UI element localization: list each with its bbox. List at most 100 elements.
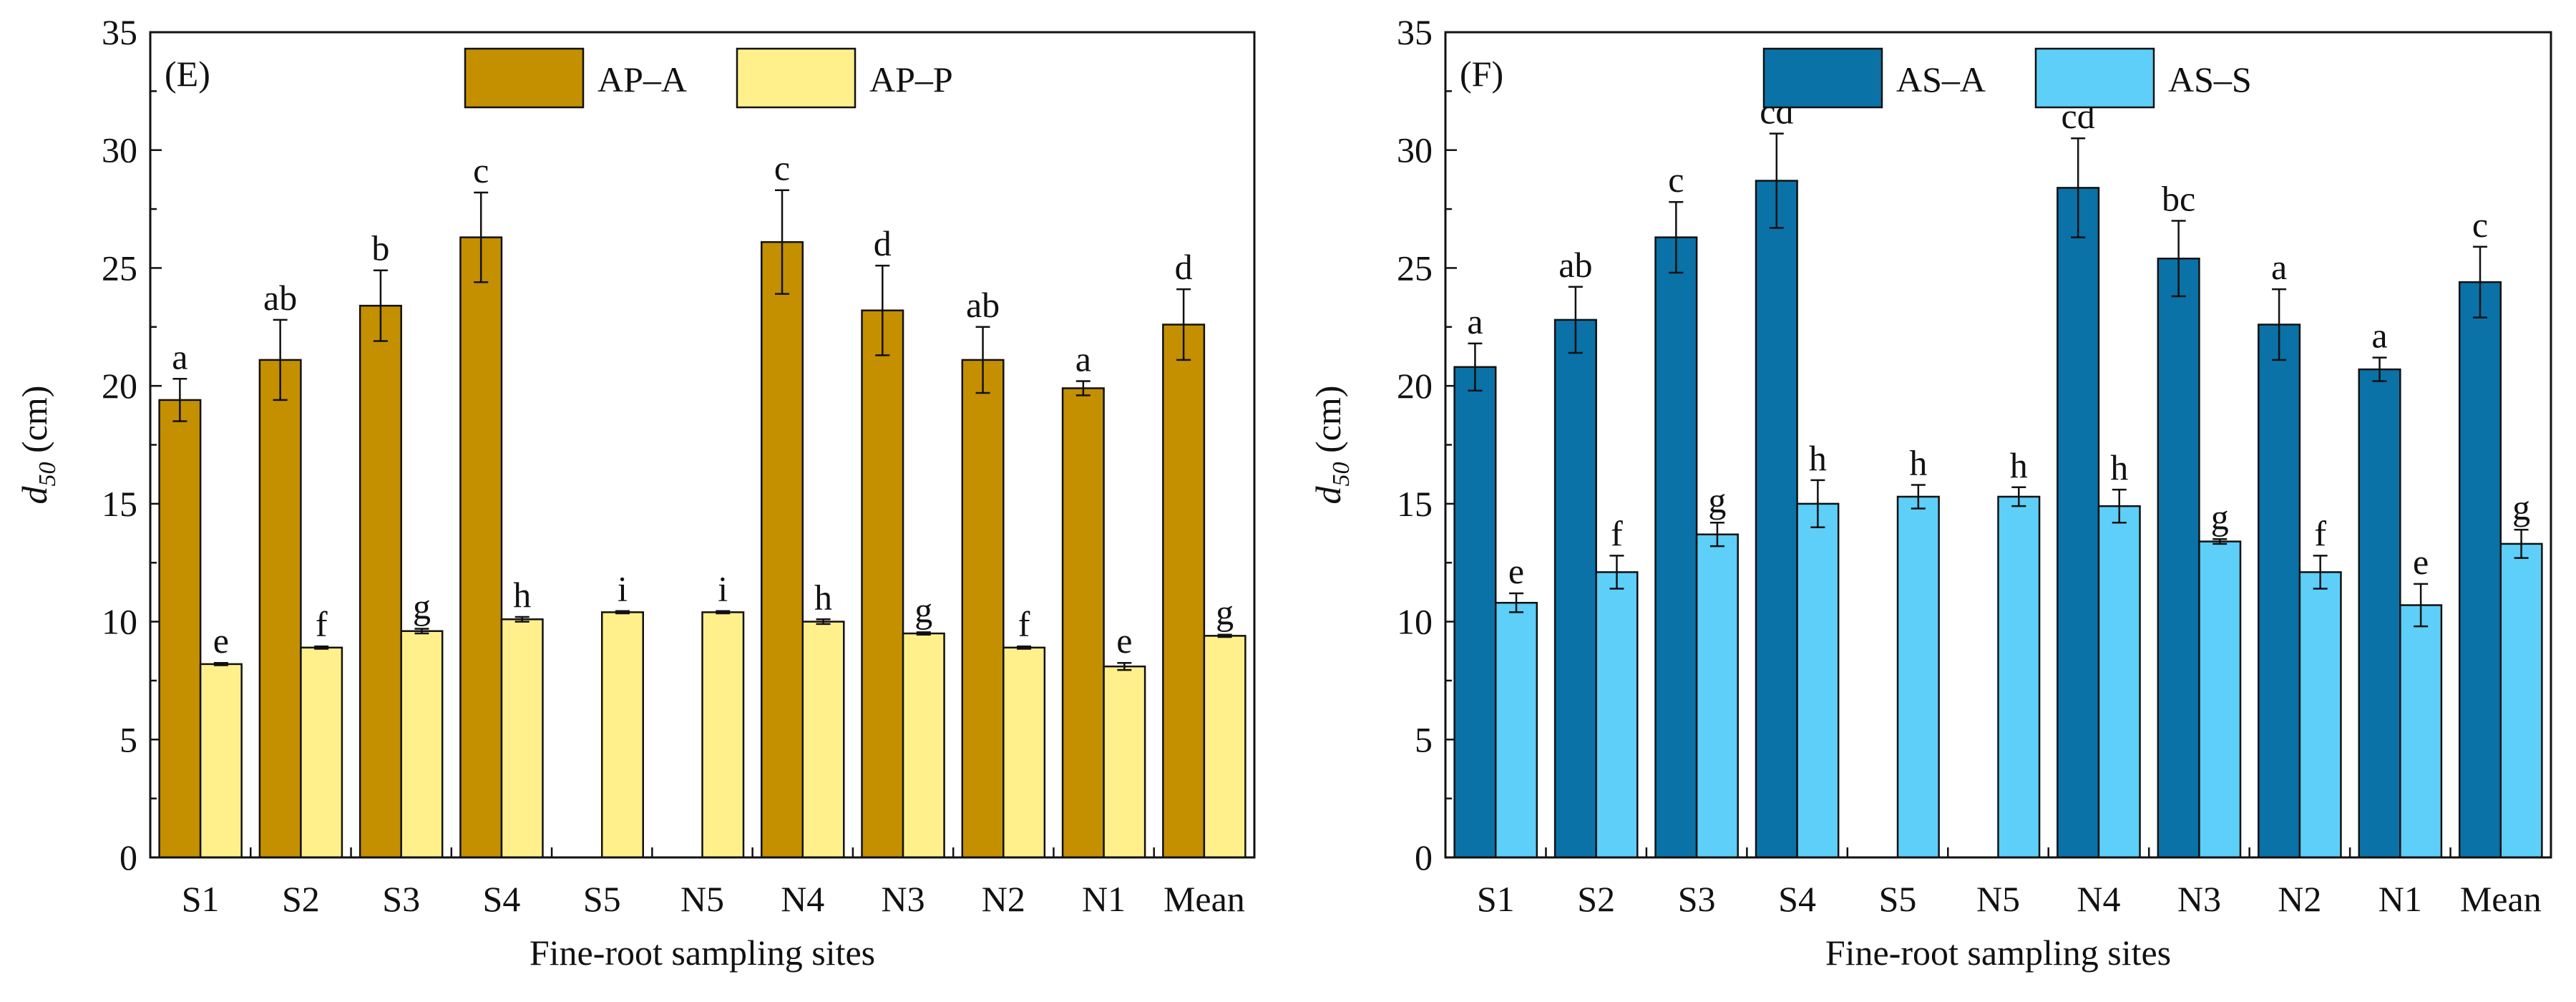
bar [2358, 368, 2401, 859]
bar [500, 618, 544, 859]
significance-letter: c [774, 148, 790, 188]
bar [2298, 571, 2342, 859]
significance-letter: h [2010, 445, 2028, 485]
significance-letter: e [213, 621, 229, 661]
bar [701, 611, 745, 859]
legend-swatch [2034, 47, 2155, 109]
bar [2157, 258, 2200, 859]
panel-label: (E) [165, 54, 210, 94]
x-tick-label: S4 [1778, 879, 1816, 919]
x-tick-label: Mean [1163, 879, 1245, 919]
significance-letter: d [1175, 247, 1193, 287]
significance-letter: f [1611, 513, 1623, 553]
x-tick-label: N2 [2278, 879, 2321, 919]
bar [2399, 604, 2443, 859]
x-tick-label: N1 [2379, 879, 2422, 919]
bar [1796, 502, 1840, 859]
plot-frame [149, 31, 1256, 859]
significance-letter: g [914, 590, 932, 630]
y-tick-label: 20 [1397, 366, 1433, 406]
significance-letter: f [1018, 604, 1030, 644]
significance-letter: h [1909, 443, 1927, 483]
significance-letter: e [1508, 551, 1524, 591]
bar [1162, 324, 1206, 859]
x-tick-label: N5 [680, 879, 724, 919]
significance-letter: bc [2162, 179, 2195, 219]
bar [2499, 543, 2543, 859]
x-tick-label: S1 [1477, 879, 1515, 919]
significance-letter: g [2211, 497, 2229, 537]
panel-label: (F) [1460, 54, 1503, 94]
y-tick-label: 20 [102, 366, 137, 406]
x-tick-label: S5 [1879, 879, 1917, 919]
significance-letter: a [2371, 316, 2387, 356]
plot-frame [1444, 31, 2552, 859]
bar [801, 621, 845, 859]
x-axis-label: Fine-root sampling sites [530, 933, 875, 973]
bar [400, 630, 444, 859]
legend-swatch [1762, 47, 1883, 109]
bar [2198, 540, 2242, 859]
x-tick-label: S1 [182, 879, 220, 919]
significance-letter: f [316, 604, 328, 644]
significance-letter: h [513, 575, 531, 615]
bar [2057, 187, 2100, 859]
significance-letter: c [473, 150, 489, 190]
y-tick-label: 15 [102, 484, 137, 524]
significance-letter: ab [966, 285, 1000, 325]
significance-letter: h [814, 577, 832, 617]
bar [600, 611, 644, 859]
bar [1595, 571, 1639, 859]
significance-letter: f [2314, 513, 2326, 553]
bar [1103, 665, 1146, 859]
significance-letter: h [1809, 438, 1827, 478]
legend-label: AS–S [2168, 59, 2252, 99]
y-axis-label: d50 (cm) [1308, 386, 1355, 505]
y-tick-label: 25 [1397, 248, 1433, 288]
bar [459, 236, 503, 859]
x-tick-label: N4 [2077, 879, 2120, 919]
bar [258, 359, 302, 859]
bar [1203, 635, 1246, 859]
panel-f: 0 5 10 15 20 25 30 35 S1 S2 S3 S4 S5 N5 N4 N3 N2 N1 Mean a a… [1308, 12, 2552, 973]
significance-letter: i [618, 569, 628, 609]
significance-letter: a [1467, 301, 1483, 341]
x-tick-label: N2 [982, 879, 1025, 919]
x-tick-label: S2 [1577, 879, 1615, 919]
bar [961, 359, 1005, 859]
x-tick-label: N1 [1082, 879, 1126, 919]
x-tick-label: N3 [2177, 879, 2221, 919]
y-tick-label: 15 [1397, 484, 1433, 524]
y-tick-label: 30 [102, 130, 137, 170]
x-tick-label: N3 [881, 879, 924, 919]
significance-letter: h [2110, 447, 2128, 487]
x-tick-label: S5 [583, 879, 621, 919]
bar [1755, 180, 1798, 859]
legend-label: AP–A [597, 59, 687, 99]
significance-letter: g [2512, 487, 2530, 527]
y-tick-label: 5 [119, 719, 137, 759]
legend-label: AS–A [1896, 59, 1986, 99]
significance-letter: g [1216, 593, 1234, 633]
bar [1494, 601, 1538, 859]
x-tick-label: N4 [781, 879, 824, 919]
significance-letter: a [2271, 247, 2287, 287]
bar [1654, 236, 1698, 859]
x-tick-label: S3 [1678, 879, 1716, 919]
y-tick-label: 0 [119, 837, 137, 877]
y-tick-label: 30 [1397, 130, 1433, 170]
x-tick-label: N5 [1976, 879, 2020, 919]
y-tick-label: 0 [1415, 837, 1433, 877]
bar [1553, 318, 1597, 859]
y-axis-label: d50 (cm) [14, 386, 61, 505]
legend-label: AP–P [869, 59, 953, 99]
significance-letter: c [2472, 205, 2488, 245]
bar [1002, 646, 1046, 859]
y-tick-label: 5 [1415, 719, 1433, 759]
significance-letter: c [1668, 160, 1684, 200]
bar [358, 304, 402, 859]
significance-letter: ab [263, 278, 297, 318]
x-tick-label: Mean [2460, 879, 2542, 919]
legend-swatch [464, 47, 585, 109]
significance-letter: g [1708, 480, 1726, 520]
